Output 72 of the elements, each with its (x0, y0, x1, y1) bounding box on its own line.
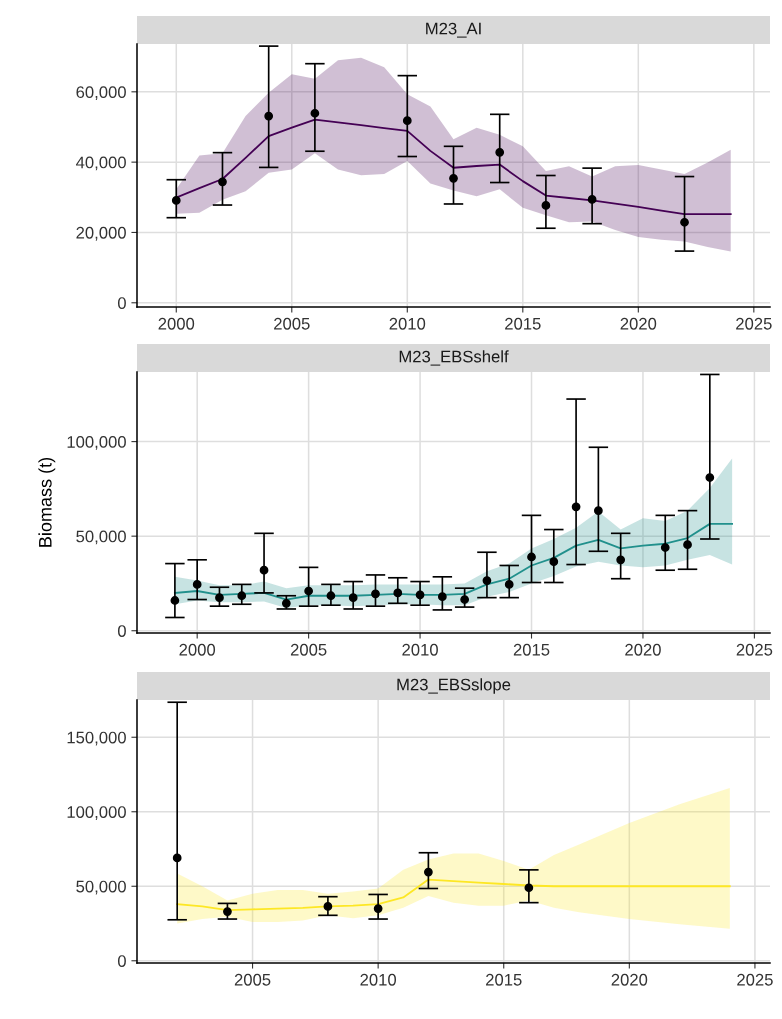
point (171, 196, 181, 205)
point (683, 540, 692, 550)
y-tick-label: 100,000 (67, 436, 126, 450)
point (482, 576, 492, 585)
x-tick-label: 2025 (736, 643, 773, 656)
x-tick-label: 2010 (389, 317, 426, 330)
point (348, 593, 358, 603)
x-tick-label: 2000 (179, 643, 216, 656)
point (170, 596, 180, 605)
point (504, 580, 514, 589)
point (393, 588, 403, 598)
point (326, 591, 336, 601)
point (549, 557, 559, 567)
point (437, 592, 447, 602)
y-tick-label: 50,000 (76, 530, 126, 545)
x-tick-label: 2005 (234, 973, 271, 986)
point (524, 883, 534, 893)
point (424, 867, 433, 877)
point (680, 217, 689, 227)
x-tick-label: 2010 (360, 973, 397, 986)
point (223, 907, 232, 916)
y-axis-title: Biomass (t) (38, 457, 56, 547)
y-tick-label: 60,000 (76, 86, 126, 100)
chart-title: M23_EBSshelf (399, 350, 509, 366)
point (402, 116, 412, 126)
point (237, 591, 247, 601)
point (323, 902, 333, 911)
point (616, 555, 626, 565)
x-tick-label: 2000 (158, 317, 195, 330)
y-tick-label: 0 (117, 625, 126, 637)
x-tick-label: 2005 (274, 317, 310, 330)
point (371, 589, 380, 599)
y-tick-label: 100,000 (67, 806, 126, 820)
point (460, 595, 470, 604)
x-tick-label: 2015 (513, 643, 550, 656)
chart-title: M23_EBSslope (397, 678, 511, 694)
x-tick-label: 2025 (737, 973, 773, 986)
point (218, 177, 227, 187)
point (192, 580, 202, 589)
x-tick-label: 2015 (486, 973, 522, 986)
x-tick-label: 2010 (402, 643, 438, 656)
point (215, 593, 224, 603)
y-tick-label: 20,000 (76, 226, 126, 241)
point (587, 195, 597, 204)
point (571, 502, 581, 512)
point (527, 552, 536, 562)
point (259, 565, 269, 575)
y-tick-label: 40,000 (75, 156, 126, 171)
chart-title: M23_AI (426, 22, 481, 38)
x-tick-label: 2020 (611, 973, 648, 986)
x-tick-label: 2015 (505, 317, 541, 330)
point (449, 173, 458, 183)
point (705, 473, 715, 482)
y-tick-label: 0 (117, 955, 126, 967)
y-tick-label: 150,000 (67, 731, 126, 746)
point (594, 506, 603, 516)
x-tick-label: 2020 (625, 643, 661, 656)
point (310, 108, 320, 118)
point (495, 147, 505, 157)
point (264, 111, 274, 121)
y-tick-label: 50,000 (76, 880, 126, 895)
point (373, 904, 383, 913)
point (304, 586, 313, 596)
x-tick-label: 2005 (290, 643, 327, 656)
point (660, 543, 670, 552)
y-tick-label: 0 (117, 297, 126, 309)
point (172, 853, 182, 863)
point (541, 201, 551, 210)
x-tick-label: 2025 (736, 317, 772, 330)
x-tick-label: 2020 (620, 317, 657, 330)
point (415, 590, 425, 600)
point (281, 598, 291, 608)
